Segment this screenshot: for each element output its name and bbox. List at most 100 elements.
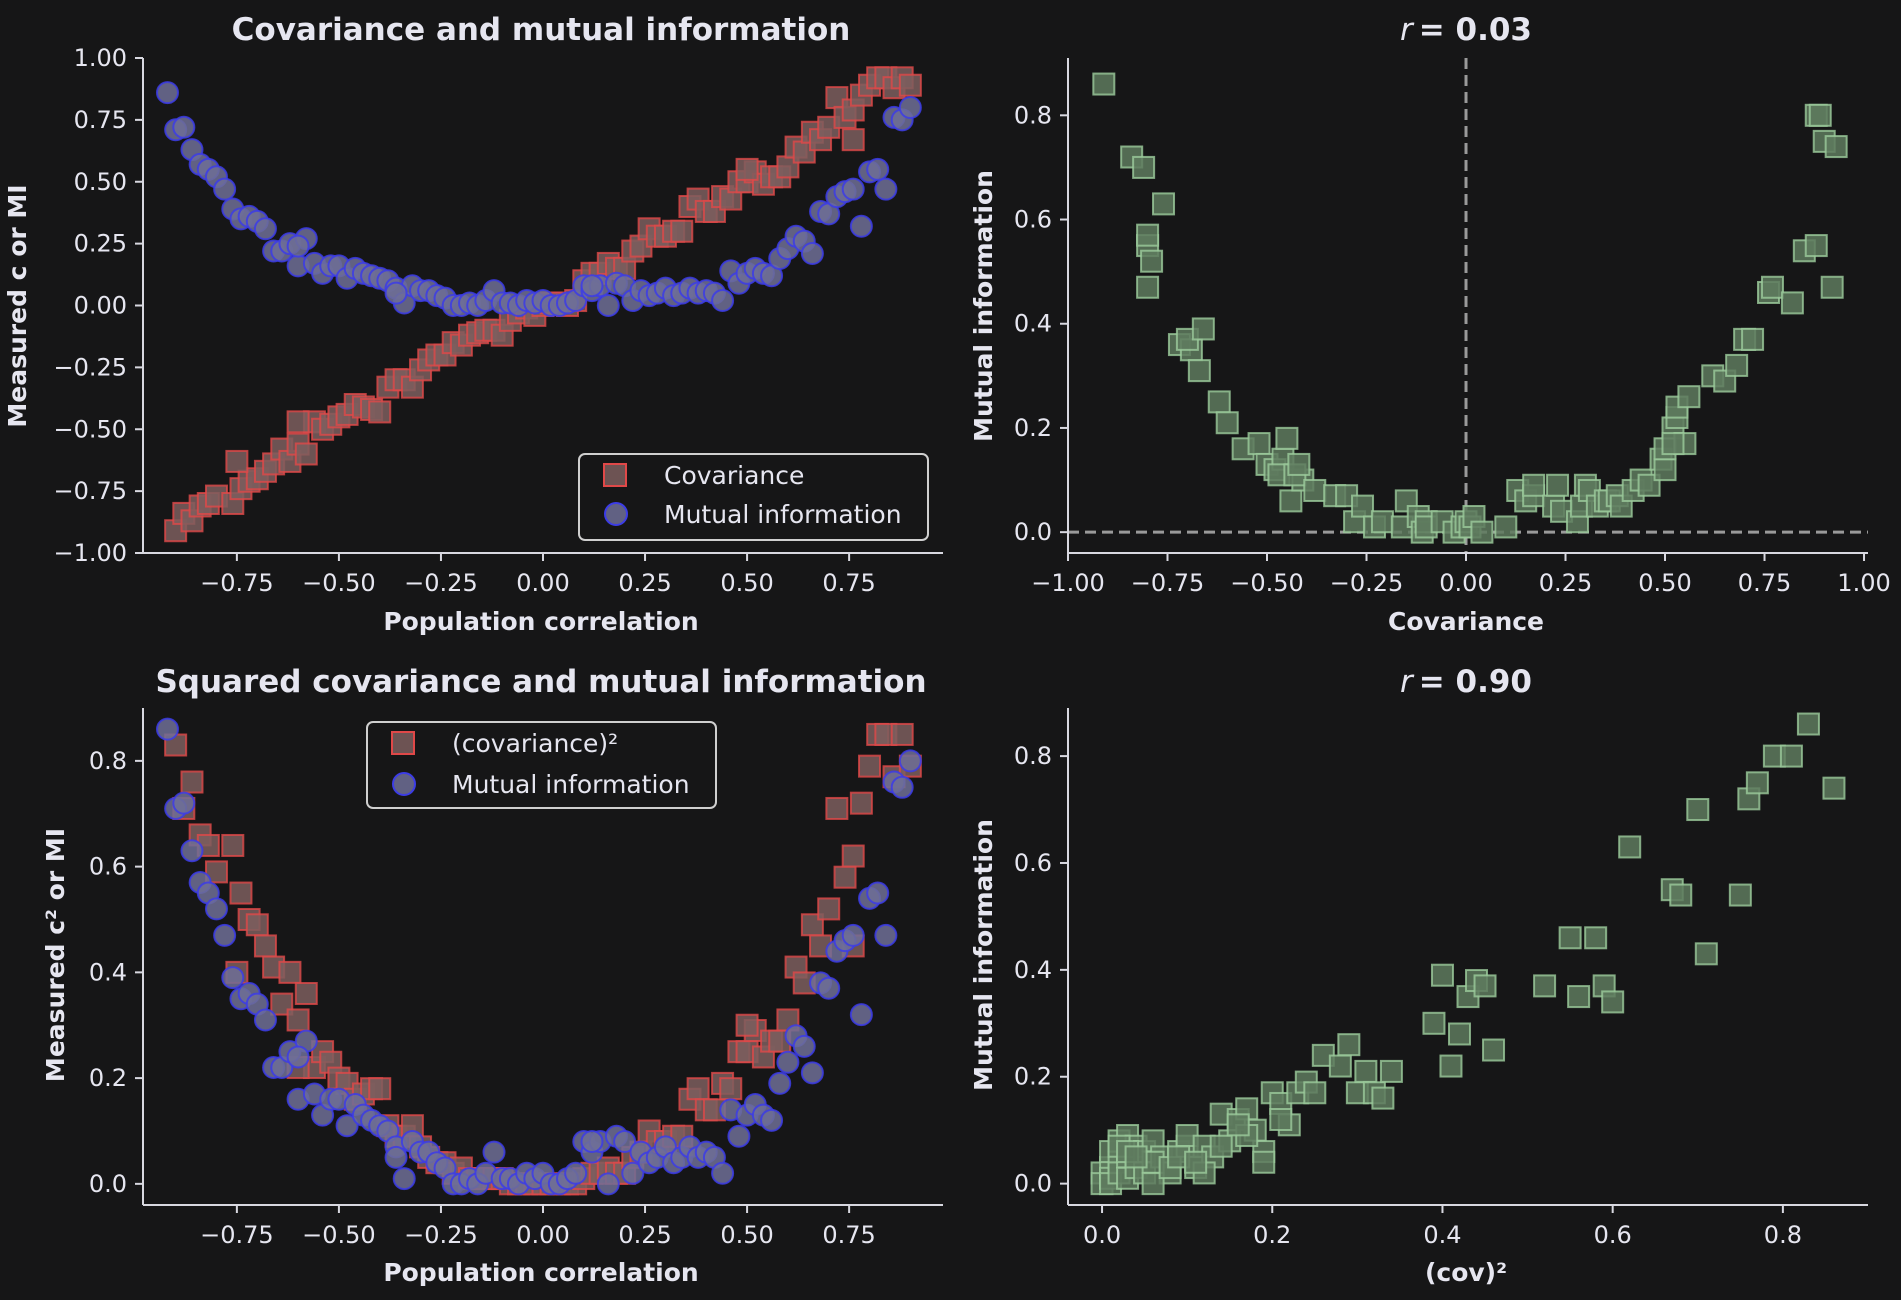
y-tick-label: 0.0 [1014, 1170, 1052, 1198]
mutual-information-point [792, 1034, 816, 1058]
panel-squared-covariance-mi: Squared covariance and mutual informatio… [41, 664, 943, 1287]
covariance-point [368, 1077, 392, 1101]
scatter-point [1822, 776, 1846, 800]
y-tick-label: 0.2 [1014, 1063, 1052, 1091]
mutual-information-point [564, 1161, 588, 1185]
y-tick-label: −0.75 [53, 477, 127, 505]
scatter-point [1215, 411, 1239, 435]
mutual-information-point [392, 1167, 416, 1191]
scatter-point [1618, 835, 1642, 859]
scatter-point [1132, 155, 1156, 179]
mutual-information-point [180, 839, 204, 863]
scatter-point [1303, 1081, 1327, 1105]
y-tick-label: −1.00 [53, 539, 127, 567]
scatter-point [1741, 327, 1765, 351]
covariance-point [286, 1008, 310, 1032]
scatter-point [1661, 432, 1685, 456]
mutual-information-point [172, 791, 196, 815]
x-tick-label: 0.25 [1539, 569, 1592, 597]
covariance-point [221, 833, 245, 857]
covariance-point [841, 844, 865, 868]
mutual-information-point [874, 923, 898, 947]
scatter-point [1669, 883, 1693, 907]
mutual-information-point [172, 115, 196, 139]
panel-title: Squared covariance and mutual informatio… [155, 664, 926, 700]
x-tick-label: 1.00 [1837, 569, 1890, 597]
scatter-point [1473, 974, 1497, 998]
mutual-information-point [580, 274, 604, 298]
y-tick-label: 0.0 [1014, 518, 1052, 546]
legend-mi-label: Mutual information [452, 770, 690, 799]
scatter-point [1796, 712, 1820, 736]
title-variable: r [1400, 664, 1415, 700]
title-value: = 0.03 [1419, 12, 1532, 48]
mutual-information-point [384, 1145, 408, 1169]
scatter-point [1136, 223, 1160, 247]
panel-covariance-mi: Covariance and mutual information Popula… [3, 12, 943, 636]
mutual-information-point [800, 1061, 824, 1085]
panel-title: r = 0.03 [1400, 12, 1532, 48]
mutual-information-point [841, 177, 865, 201]
scatter-point [1152, 192, 1176, 216]
mutual-information-point [841, 923, 865, 947]
covariance-point [294, 442, 318, 466]
x-tick-label: 0.25 [618, 569, 671, 597]
mutual-information-point [866, 157, 890, 181]
scatter-point [1470, 520, 1494, 544]
x-tick-label: −0.25 [404, 569, 478, 597]
mutual-information-point [253, 217, 277, 241]
x-axis-label: Covariance [1388, 607, 1544, 636]
scatter-point [1184, 1150, 1208, 1174]
mutual-information-point [155, 81, 179, 105]
scatter-point [1728, 883, 1752, 907]
y-tick-label: 0.4 [1014, 956, 1052, 984]
plot-marks [1090, 712, 1846, 1196]
x-tick-label: −0.75 [200, 569, 274, 597]
y-tick-label: 1.00 [74, 44, 127, 72]
covariance-point [286, 410, 310, 434]
y-tick-label: 0.8 [1014, 742, 1052, 770]
covariance-point [229, 881, 253, 905]
scatter-point [1780, 291, 1804, 315]
x-tick-label: 0.2 [1253, 1221, 1291, 1249]
x-tick-label: 0.75 [822, 569, 875, 597]
y-tick-label: 0.6 [1014, 849, 1052, 877]
legend-covariance-squared-swatch [391, 731, 415, 755]
legend-covariance-label: Covariance [664, 461, 804, 490]
mutual-information-point [898, 749, 922, 773]
scatter-point [1546, 473, 1570, 497]
x-ticks: −1.00 −0.75 −0.50 −0.25 0.00 0.25 0.50 0.75 1.00 [1031, 553, 1891, 597]
x-tick-label: 0.8 [1764, 1221, 1802, 1249]
x-tick-label: 0.00 [516, 569, 569, 597]
scatter-point [1303, 478, 1327, 502]
x-tick-label: −1.00 [1031, 569, 1105, 597]
scatter-point [1226, 1113, 1250, 1137]
mutual-information-point [800, 242, 824, 266]
scatter-point [1124, 1145, 1148, 1169]
scatter-point [1354, 1059, 1378, 1083]
x-tick-label: −0.50 [302, 569, 376, 597]
x-tick-label: −0.25 [1330, 569, 1404, 597]
y-ticks: 0.0 0.2 0.4 0.6 0.8 [89, 747, 143, 1198]
scatter-point [1092, 72, 1116, 96]
legend-frame [578, 453, 929, 541]
y-tick-label: −0.50 [53, 415, 127, 443]
covariance-point [204, 860, 228, 884]
y-tick-label: 0.0 [89, 1170, 127, 1198]
title-value: = 0.90 [1419, 664, 1532, 700]
axis-spines [1067, 708, 1868, 1206]
y-tick-label: 0.00 [74, 292, 127, 320]
x-tick-label: 0.00 [516, 1221, 569, 1249]
y-axis-label: Measured c² or MI [41, 828, 70, 1082]
legend: Covariance Mutual information [578, 453, 929, 541]
scatter-point [1482, 1038, 1506, 1062]
plot-marks [155, 66, 922, 543]
scatter-point [1371, 1086, 1395, 1110]
covariance-point [825, 796, 849, 820]
x-ticks: 0.0 0.2 0.4 0.6 0.8 [1083, 1205, 1802, 1249]
x-tick-label: −0.25 [404, 1221, 478, 1249]
x-tick-label: 0.4 [1423, 1221, 1461, 1249]
mutual-information-point [866, 881, 890, 905]
panel-title: Covariance and mutual information [232, 12, 851, 48]
covariance-point [735, 1013, 759, 1037]
